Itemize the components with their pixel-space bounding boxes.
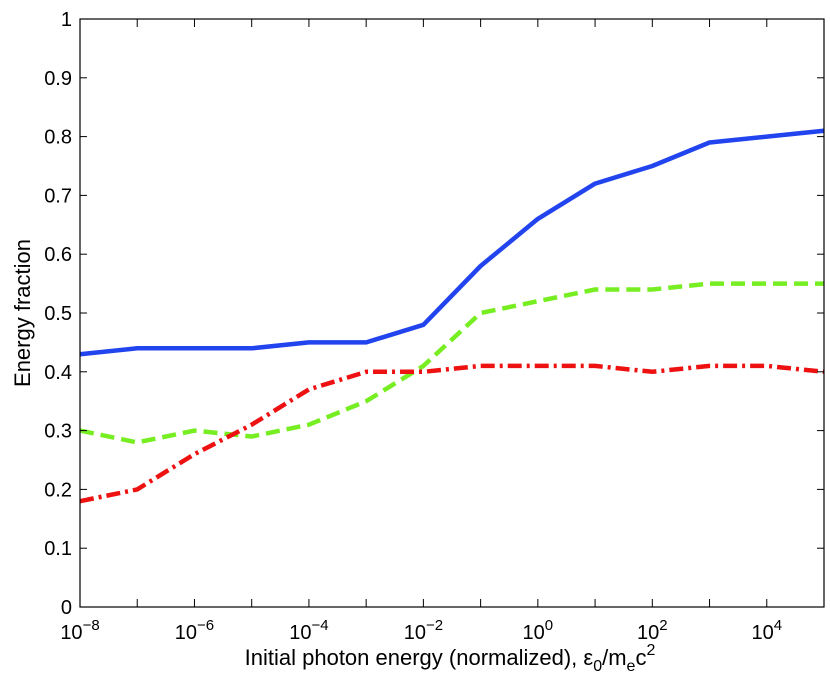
series-line-blue-solid [79,128,825,357]
y-tick-label: 0 [61,597,72,619]
plot-area [80,19,824,607]
series-layer [79,128,825,504]
y-axis-label: Energy fraction [10,239,35,387]
y-tick-label: 0.3 [44,421,72,443]
x-axis: 10−8 10−6 10−4 10−2 100 102 104 [60,19,825,644]
y-axis: 0 0.1 0.2 0.3 0.4 0.5 0.6 0.7 0.8 0.9 1 [44,9,824,619]
y-tick-label: 0.4 [44,362,72,384]
x-tick-label: 10−2 [404,617,443,644]
x-tick-label: 10−8 [60,617,99,644]
y-tick-label: 1 [61,9,72,31]
y-tick-label: 0.2 [44,479,72,501]
series-line-red-dashdot [79,363,825,504]
y-tick-label: 0.1 [44,538,72,560]
y-tick-label: 0.8 [44,127,72,149]
y-tick-label: 0.7 [44,185,72,207]
x-tick-label: 10−4 [289,617,328,644]
x-tick-label: 100 [523,617,554,644]
y-tick-label: 0.9 [44,68,72,90]
y-tick-label: 0.5 [44,303,72,325]
y-tick-label: 0.6 [44,244,72,266]
x-tick-label: 104 [751,617,782,644]
series-line-green-dashed [79,281,824,445]
x-tick-label: 10−6 [175,617,214,644]
x-axis-label: Initial photon energy (normalized), ε0/m… [245,642,656,675]
x-tick-label: 102 [637,617,668,644]
